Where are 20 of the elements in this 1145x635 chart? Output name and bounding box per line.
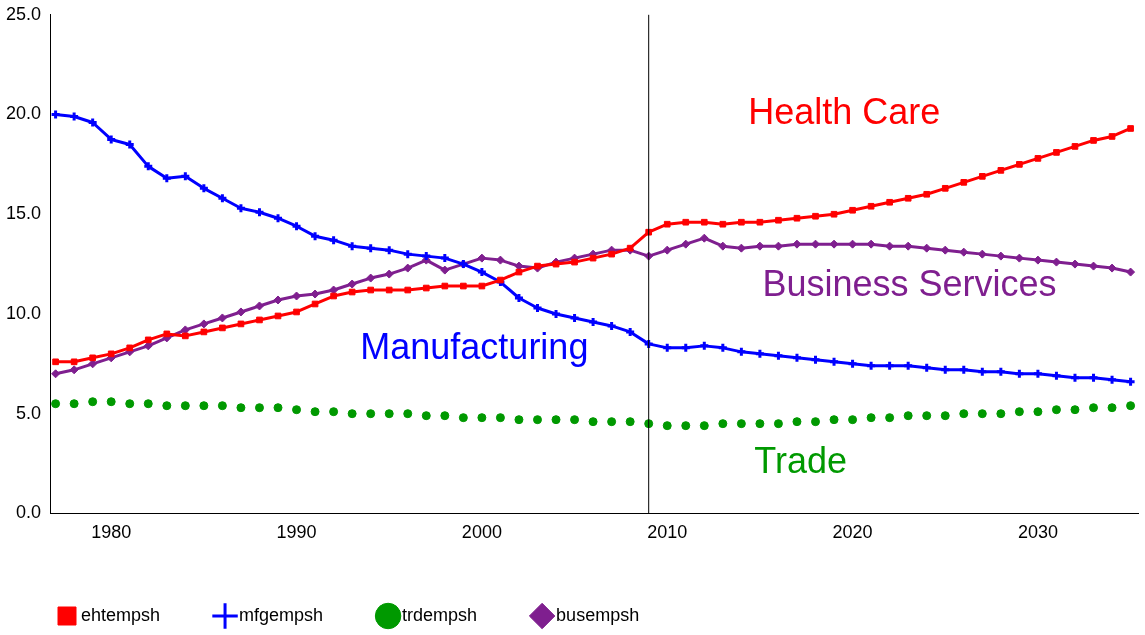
x-tick-label: 1980	[91, 522, 132, 543]
y-tick-label: 15.0	[5, 203, 42, 224]
annotation: Manufacturing	[360, 325, 589, 367]
y-tick-label: 20.0	[5, 103, 42, 124]
annotation: Trade	[754, 440, 848, 482]
annotation: Business Services	[762, 263, 1057, 305]
legend-label: trdempsh	[402, 604, 478, 625]
annotation: Health Care	[748, 91, 941, 133]
y-tick-label: 10.0	[5, 302, 42, 323]
legend-label: ehtempsh	[81, 604, 161, 625]
y-tick-label: 25.0	[5, 3, 42, 24]
x-tick-label: 2000	[461, 522, 502, 543]
legend-label: busempsh	[556, 604, 640, 625]
x-tick-label: 2020	[832, 522, 873, 543]
x-tick-label: 2030	[1017, 522, 1058, 543]
x-tick-label: 1990	[276, 522, 317, 543]
y-tick-label: 5.0	[16, 402, 42, 423]
legend-label: mfgempsh	[239, 604, 324, 625]
y-tick-label: 0.0	[16, 502, 42, 523]
x-tick-label: 2010	[647, 522, 688, 543]
